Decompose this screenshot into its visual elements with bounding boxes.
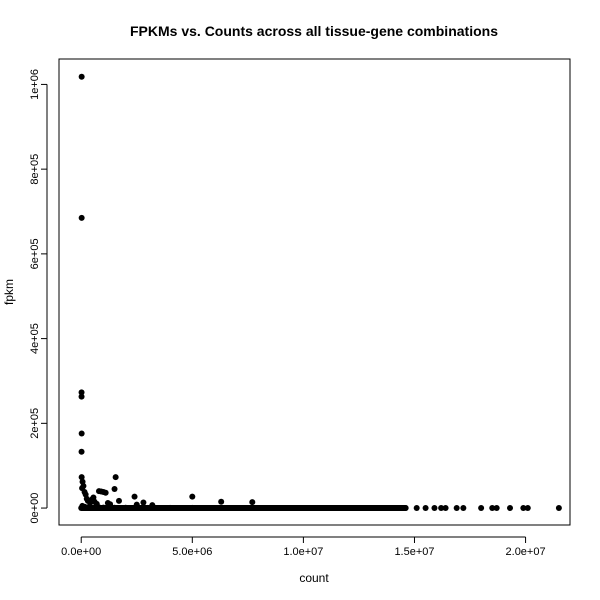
x-axis-label: count xyxy=(299,571,329,585)
data-point xyxy=(89,504,96,511)
data-point xyxy=(233,504,240,511)
y-axis-label: fpkm xyxy=(2,279,16,305)
data-point xyxy=(453,505,460,512)
data-point xyxy=(524,505,531,512)
data-point xyxy=(112,474,119,481)
data-point xyxy=(131,493,138,500)
data-point xyxy=(111,504,118,511)
data-point xyxy=(107,501,114,508)
data-point xyxy=(278,505,285,512)
data-point xyxy=(218,498,225,505)
x-tick-label: 1.5e+07 xyxy=(394,546,434,558)
data-point xyxy=(555,505,562,512)
plot-frame xyxy=(58,58,571,526)
data-point xyxy=(422,505,429,512)
data-point xyxy=(167,504,174,511)
data-point xyxy=(189,504,196,511)
y-axis: 0e+00 2e+05 4e+05 6e+05 8e+05 1e+06 xyxy=(29,69,48,524)
data-point xyxy=(144,504,151,511)
data-point xyxy=(84,504,91,511)
y-tick-label: 1e+06 xyxy=(29,69,41,100)
y-tick-label: 2e+05 xyxy=(29,408,41,439)
chart-title: FPKMs vs. Counts across all tissue-gene … xyxy=(130,23,498,39)
x-axis: 0.0e+00 5.0e+06 1.0e+07 1.5e+07 2.0e+07 xyxy=(61,536,546,558)
y-tick-label: 0e+00 xyxy=(29,493,41,524)
data-point xyxy=(389,505,396,512)
data-point xyxy=(460,505,467,512)
data-point xyxy=(140,499,147,506)
data-point xyxy=(413,505,420,512)
data-point xyxy=(493,505,500,512)
data-point xyxy=(102,489,109,496)
y-tick-label: 6e+05 xyxy=(29,238,41,269)
data-point xyxy=(300,505,307,512)
data-point xyxy=(78,389,85,396)
data-point xyxy=(111,485,118,492)
data-point xyxy=(489,505,496,512)
data-point xyxy=(115,497,122,504)
data-point xyxy=(122,504,129,511)
data-point xyxy=(78,393,85,400)
data-point xyxy=(100,504,107,511)
x-tick-label: 5.0e+06 xyxy=(172,546,212,558)
data-point xyxy=(520,505,527,512)
data-point xyxy=(431,505,438,512)
data-point xyxy=(95,504,102,511)
data-point xyxy=(438,505,445,512)
data-point xyxy=(133,501,140,508)
data-point xyxy=(249,499,256,506)
data-point xyxy=(478,505,485,512)
data-point xyxy=(507,505,514,512)
data-point xyxy=(78,430,85,437)
data-points xyxy=(78,73,562,512)
data-point xyxy=(189,493,196,500)
x-tick-label: 1.0e+07 xyxy=(283,546,323,558)
y-tick-label: 8e+05 xyxy=(29,154,41,185)
data-point xyxy=(322,505,329,512)
data-point xyxy=(78,474,85,481)
data-point xyxy=(255,504,262,511)
x-tick-label: 0.0e+00 xyxy=(61,546,101,558)
data-point xyxy=(78,448,85,455)
data-point xyxy=(149,502,156,509)
data-point xyxy=(78,214,85,221)
data-point xyxy=(442,505,449,512)
x-tick-label: 2.0e+07 xyxy=(506,546,546,558)
data-point xyxy=(78,73,85,80)
data-point xyxy=(211,504,218,511)
data-point xyxy=(367,505,374,512)
data-point xyxy=(344,505,351,512)
y-tick-label: 4e+05 xyxy=(29,323,41,354)
data-point xyxy=(402,505,409,512)
